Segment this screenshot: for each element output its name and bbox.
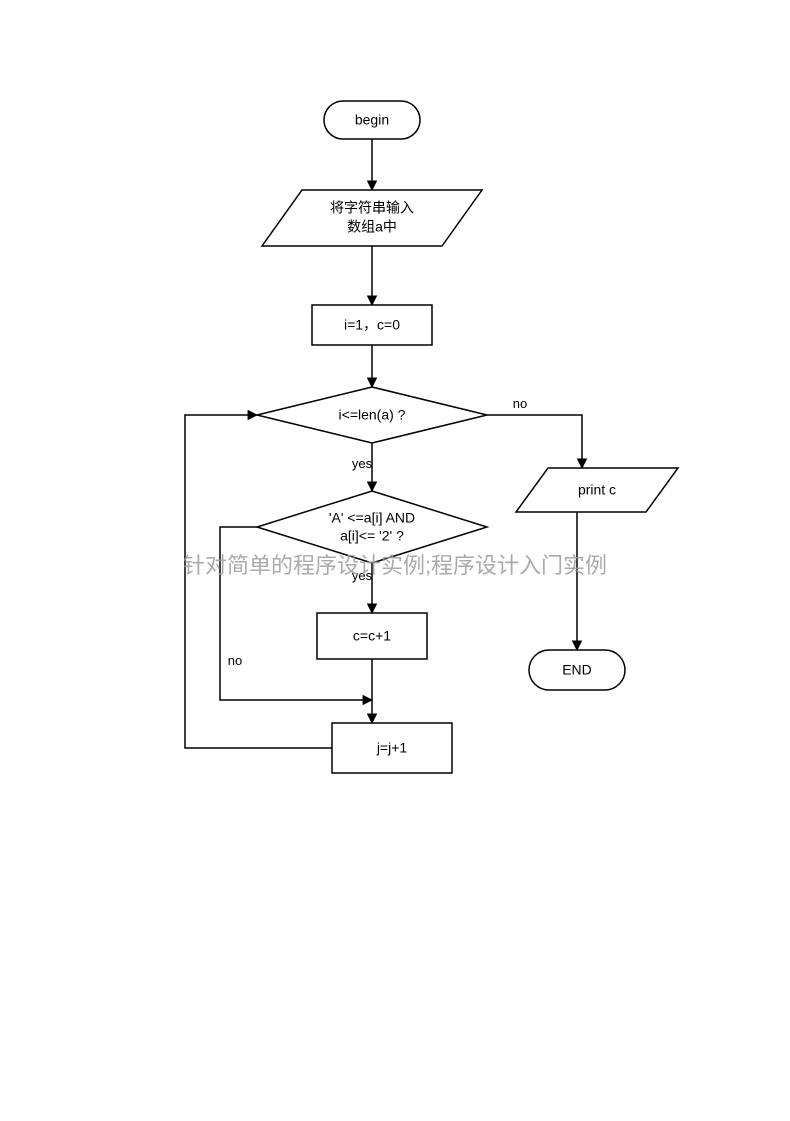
node-print-label: print c [578, 482, 616, 498]
edge-loop-back [185, 415, 332, 748]
flowchart-canvas: yes yes no no begin 将字符串输入 数组a中 i=1，c=0 … [0, 0, 790, 1121]
node-input-label1: 将字符串输入 [330, 200, 414, 216]
node-inc-j-label: j=j+1 [376, 740, 408, 756]
node-end-label: END [562, 662, 592, 678]
node-cond2-label1: 'A' <=a[i] AND [329, 510, 415, 526]
label-no-1: no [513, 396, 527, 411]
node-input-label2: 数组a中 [347, 219, 397, 235]
node-begin-label: begin [355, 112, 389, 128]
node-cond2-label2: a[i]<= '2' ? [340, 528, 404, 544]
watermark-text: 针对简单的程序设计实例;程序设计入门实例 [183, 553, 607, 578]
node-init-label: i=1，c=0 [344, 317, 400, 333]
node-inc-c-label: c=c+1 [353, 628, 391, 644]
label-no-2: no [228, 653, 242, 668]
edge-cond1-print [487, 415, 582, 468]
label-yes-1: yes [352, 456, 373, 471]
node-cond1-label: i<=len(a) ? [339, 407, 406, 423]
